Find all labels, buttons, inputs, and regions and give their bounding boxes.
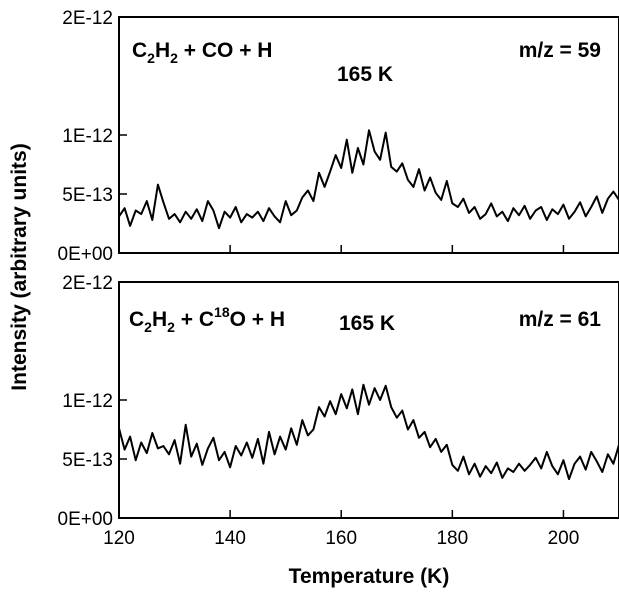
reaction-label-top: C2H2 + CO + H: [132, 39, 272, 66]
peak-label-bottom: 165 K: [339, 312, 395, 335]
x-tick-labels: 120 140 160 180 200: [103, 528, 579, 549]
x-axis-title: Temperature (K): [289, 565, 450, 588]
y-tick-label: 1E-12: [62, 126, 113, 147]
y-ticks-top: 0E+00 5E-13 1E-12 2E-12: [58, 8, 127, 265]
y-axis-title: Intensity (arbitrary units): [8, 143, 31, 390]
y-tick-label: 0E+00: [58, 509, 113, 530]
y-tick-label: 0E+00: [58, 244, 113, 265]
y-tick-label: 2E-12: [62, 273, 113, 294]
mz-label-top: m/z = 59: [519, 39, 601, 62]
x-tick-label: 160: [325, 528, 357, 549]
x-tick-label: 180: [436, 528, 468, 549]
series-line-bottom: [118, 383, 619, 481]
y-ticks-bottom: 0E+00 5E-13 1E-12 2E-12: [58, 273, 127, 530]
x-tick-label: 120: [103, 528, 135, 549]
y-tick-label: 5E-13: [62, 185, 113, 206]
x-tick-label: 200: [548, 528, 580, 549]
y-tick-label: 5E-13: [62, 450, 113, 471]
peak-label-top: 165 K: [337, 63, 393, 86]
x-ticks-top: [118, 245, 565, 253]
mz-label-bottom: m/z = 61: [519, 308, 602, 331]
panel-bottom: 0E+00 5E-13 1E-12 2E-12 C2H2 + C18O + H m/z…: [58, 273, 619, 530]
y-tick-label: 1E-12: [62, 391, 113, 412]
reaction-label-bottom: C2H2 + C18O + H: [129, 304, 285, 335]
panel-top: 0E+00 5E-13 1E-12 2E-12 C2H2 + CO + H m/z =…: [58, 8, 619, 265]
x-ticks-bottom: [118, 510, 565, 518]
x-tick-label: 140: [214, 528, 246, 549]
y-tick-label: 2E-12: [62, 8, 113, 29]
series-line-top: [118, 129, 619, 230]
